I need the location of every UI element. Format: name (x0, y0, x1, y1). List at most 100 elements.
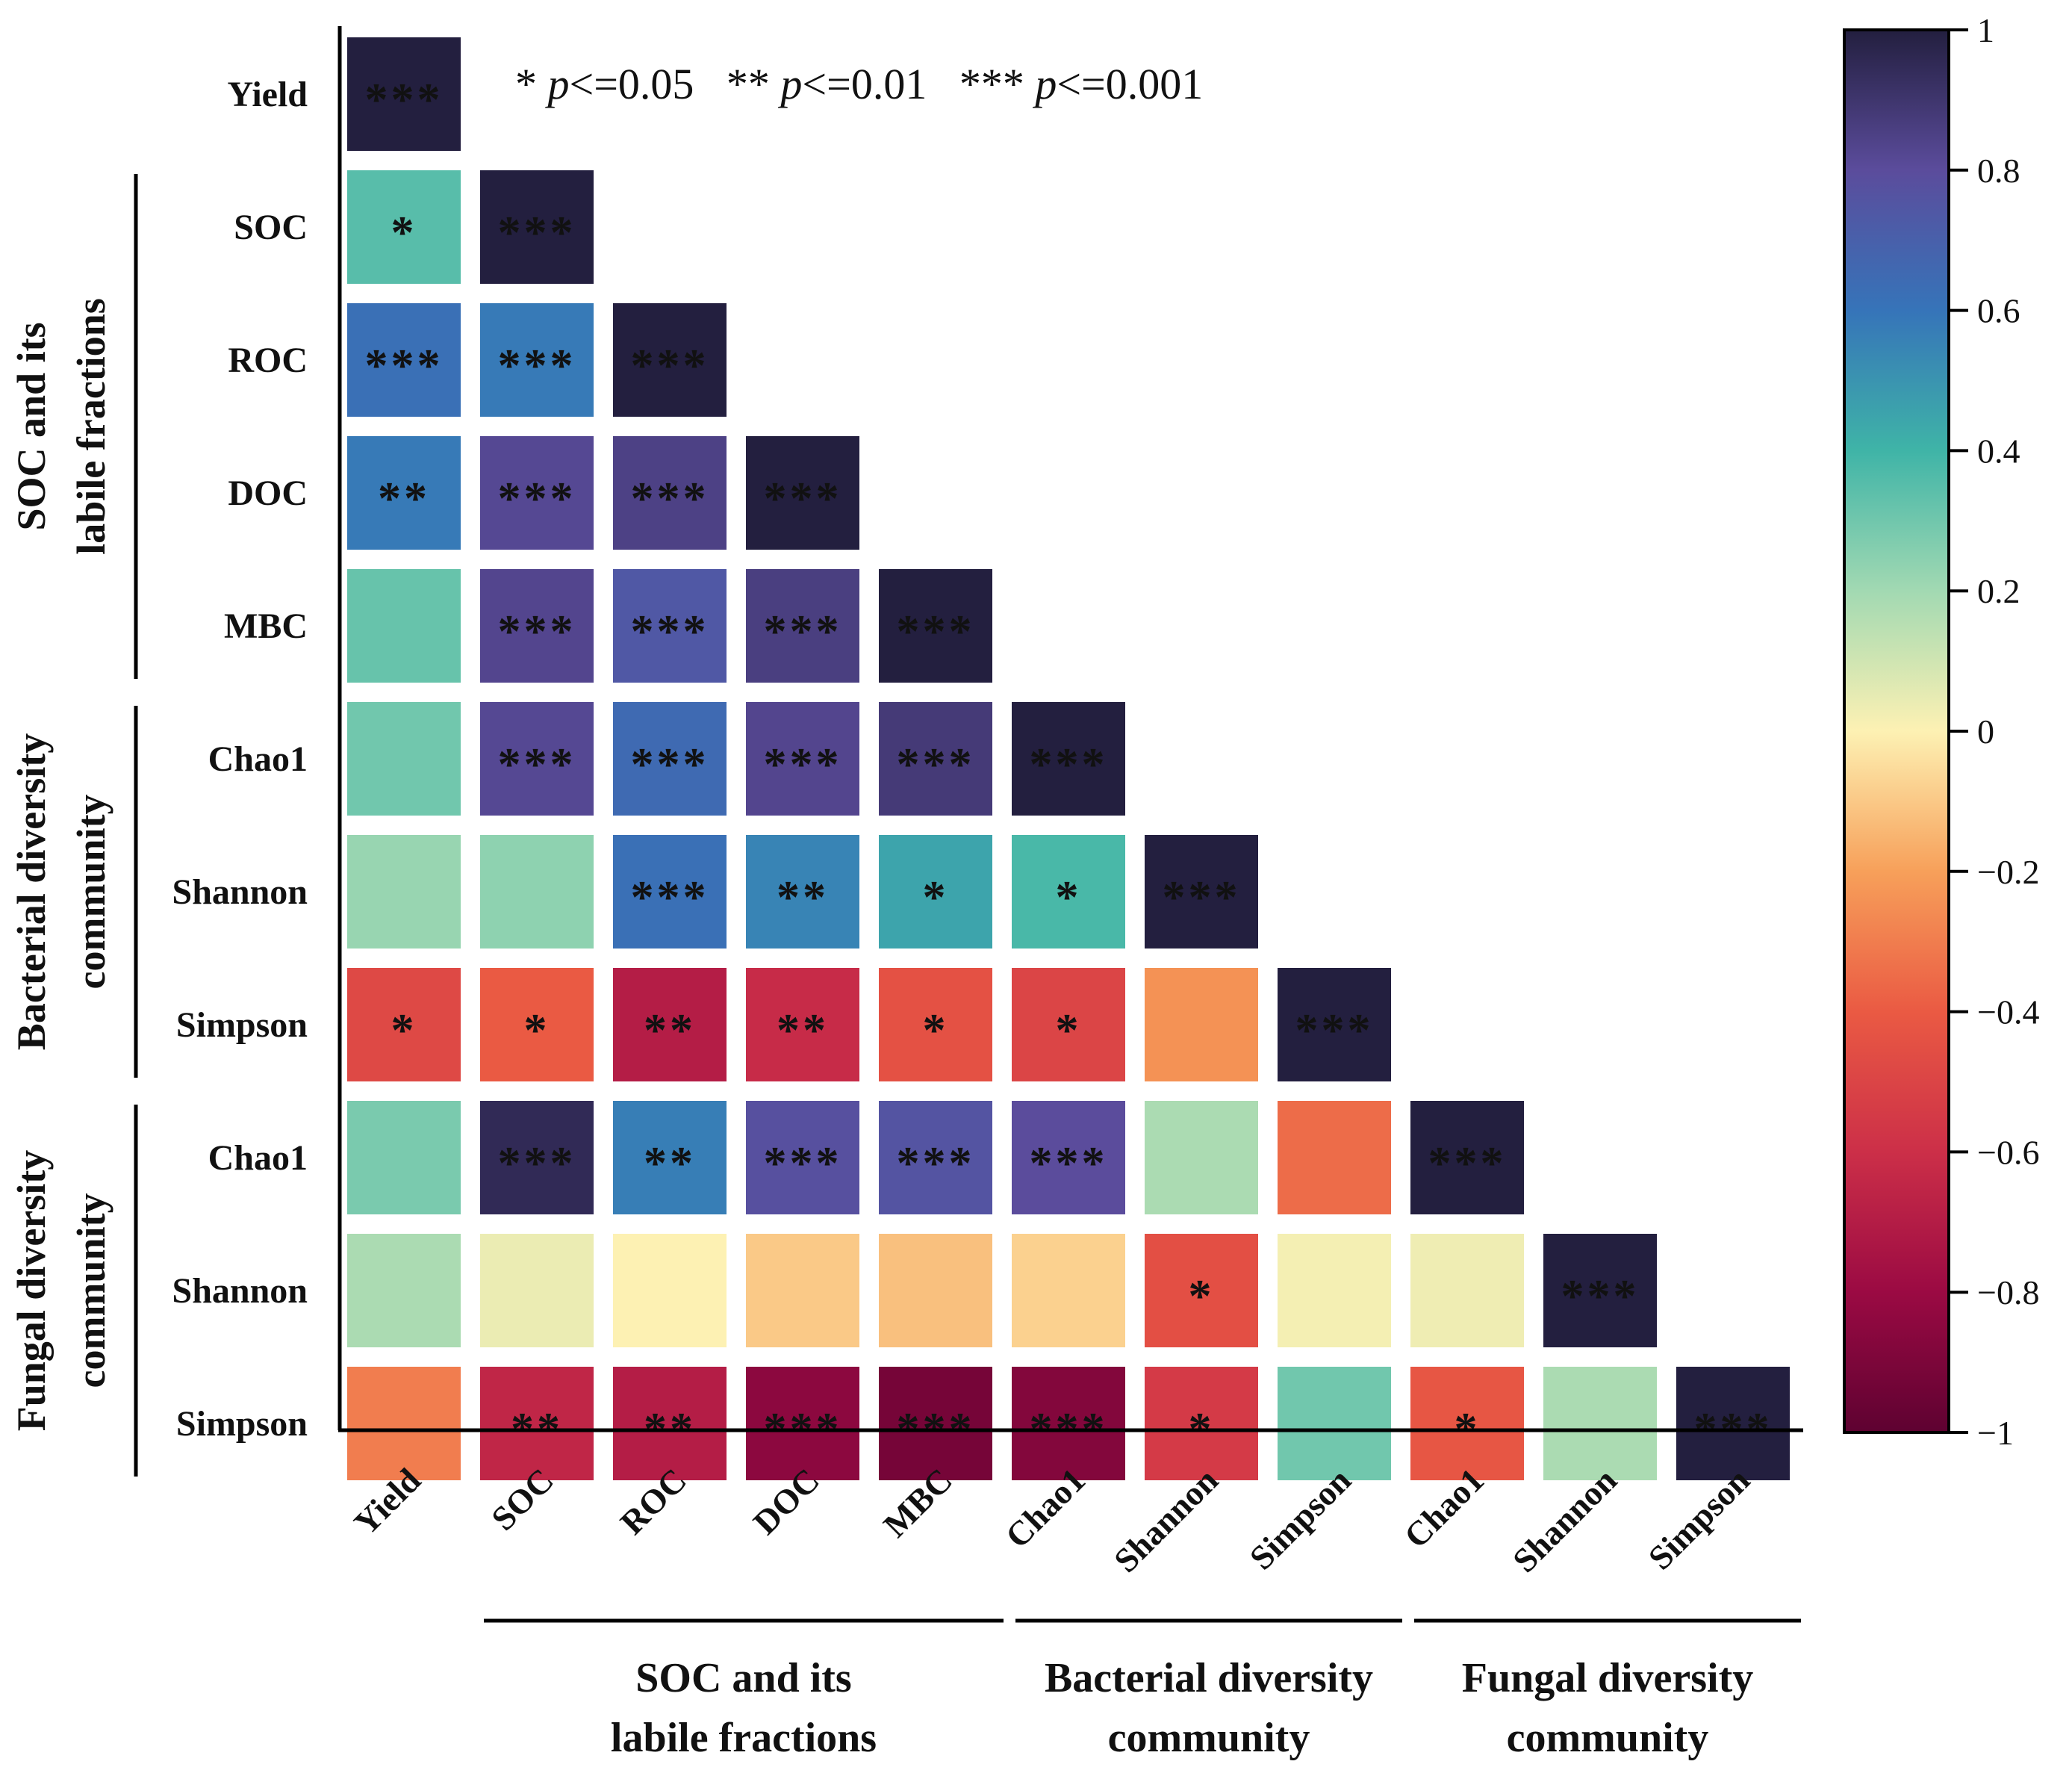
colorbar-tick-label: −0.4 (1977, 993, 2039, 1031)
significance-marker: * (391, 1005, 417, 1056)
row-tick-label: Shannon (172, 872, 308, 912)
significance-marker: *** (1561, 1271, 1640, 1322)
significance-marker: *** (1295, 1005, 1374, 1056)
heatmap-cell (1012, 702, 1125, 816)
colorbar-tick-label: 0 (1977, 712, 1994, 751)
row-tick-label: SOC (234, 208, 308, 247)
row-group-label-line: Bacterial diversity (9, 733, 54, 1050)
heatmap-cell (1145, 968, 1258, 1081)
row-tick-label: Simpson (176, 1404, 308, 1444)
heatmap-cell (347, 436, 461, 550)
significance-marker: *** (365, 75, 444, 125)
heatmap-cell (347, 37, 461, 151)
heatmap-cell (879, 569, 992, 683)
heatmap-cell (746, 835, 859, 949)
heatmap-cell (480, 968, 594, 1081)
heatmap-cell (879, 702, 992, 816)
significance-marker: * (1056, 872, 1082, 923)
significance-marker: ** (777, 872, 829, 923)
significance-marker: ** (644, 1005, 696, 1056)
row-group-label-line: Fungal diversity (9, 1150, 54, 1432)
heatmap-cell (613, 968, 727, 1081)
heatmap-cell (1676, 1367, 1790, 1480)
significance-marker: *** (1030, 1138, 1108, 1189)
significance-marker: *** (631, 474, 709, 524)
heatmap-cell (1543, 1234, 1657, 1347)
significance-legend: * p<=0.05 ** p<=0.01 *** p<=0.001 (515, 60, 1203, 108)
colorbar-tick-label: 0.2 (1977, 572, 2020, 610)
heatmap-cell (746, 968, 859, 1081)
row-group-label-line: community (69, 795, 113, 990)
significance-marker: *** (498, 606, 576, 657)
heatmap-cell (1145, 835, 1258, 949)
significance-marker: *** (1030, 739, 1108, 790)
heatmap-cell (347, 170, 461, 284)
significance-marker: * (391, 208, 417, 258)
legend-p: p (777, 60, 802, 108)
heatmap-cell (1543, 1367, 1657, 1480)
significance-marker: * (923, 872, 949, 923)
heatmap-cell (480, 835, 594, 949)
significance-marker: *** (1428, 1138, 1507, 1189)
legend-stars: ** (694, 60, 780, 108)
heatmap-cell (879, 968, 992, 1081)
significance-marker: *** (498, 474, 576, 524)
significance-marker: *** (764, 474, 842, 524)
colorbar-tick-label: 0.6 (1977, 292, 2020, 330)
heatmap-cell (879, 1234, 992, 1347)
heatmap-cell (347, 1234, 461, 1347)
column-group-label-line: SOC and its (635, 1655, 851, 1701)
heatmap-cell (746, 1367, 859, 1480)
heatmap-cell (1145, 1101, 1258, 1214)
significance-marker: *** (764, 739, 842, 790)
row-tick-label: Shannon (172, 1271, 308, 1311)
colorbar-tick-label: −0.8 (1977, 1273, 2039, 1311)
significance-marker: *** (631, 341, 709, 391)
row-tick-label: ROC (228, 341, 308, 380)
row-tick-label: Yield (227, 75, 308, 114)
significance-marker: *** (631, 606, 709, 657)
heatmap-cell (1410, 1101, 1524, 1214)
heatmap-cell (480, 702, 594, 816)
row-group-label: SOC and its labile fractions (9, 298, 113, 554)
heatmap-cell (746, 702, 859, 816)
heatmap-cell (480, 569, 594, 683)
heatmap-cell (1012, 1101, 1125, 1214)
significance-marker: *** (498, 1138, 576, 1189)
heatmap-cell (347, 1367, 461, 1480)
significance-marker: * (923, 1005, 949, 1056)
heatmap-cell (1278, 968, 1391, 1081)
heatmap-cell (613, 1367, 727, 1480)
heatmap-cell (347, 702, 461, 816)
significance-marker: *** (897, 1138, 975, 1189)
heatmap-cell (480, 436, 594, 550)
row-tick-label: Chao1 (208, 739, 308, 779)
heatmap-cell (480, 303, 594, 417)
legend-stars: * (515, 60, 548, 108)
heatmap-cell (1012, 835, 1125, 949)
significance-marker: *** (764, 1138, 842, 1189)
heatmap-cell (1145, 1367, 1258, 1480)
heatmap-cell (480, 170, 594, 284)
heatmap-cell (1012, 1234, 1125, 1347)
row-group-label: Fungal diversity community (9, 1150, 113, 1432)
colorbar-tick-label: 0.8 (1977, 152, 2020, 190)
row-tick-label: MBC (224, 606, 308, 646)
significance-marker: *** (897, 606, 975, 657)
heatmap-cell (1012, 1367, 1125, 1480)
heatmap-cell (613, 436, 727, 550)
colorbar-tick-label: −0.2 (1977, 853, 2039, 891)
heatmap-cell (613, 303, 727, 417)
heatmap-cell (480, 1367, 594, 1480)
heatmap-cell (1278, 1101, 1391, 1214)
column-group-label-line: community (1108, 1715, 1310, 1761)
colorbar-tick-label: 0.4 (1977, 432, 2020, 470)
significance-marker: * (524, 1005, 550, 1056)
column-group-label: SOC and its labile fractions (611, 1655, 877, 1761)
row-tick-label: Chao1 (208, 1138, 308, 1178)
heatmap-cell (1012, 968, 1125, 1081)
significance-marker: *** (498, 208, 576, 258)
colorbar-tick-label: −1 (1977, 1414, 2014, 1452)
column-group-label: Fungal diversity community (1462, 1655, 1753, 1761)
